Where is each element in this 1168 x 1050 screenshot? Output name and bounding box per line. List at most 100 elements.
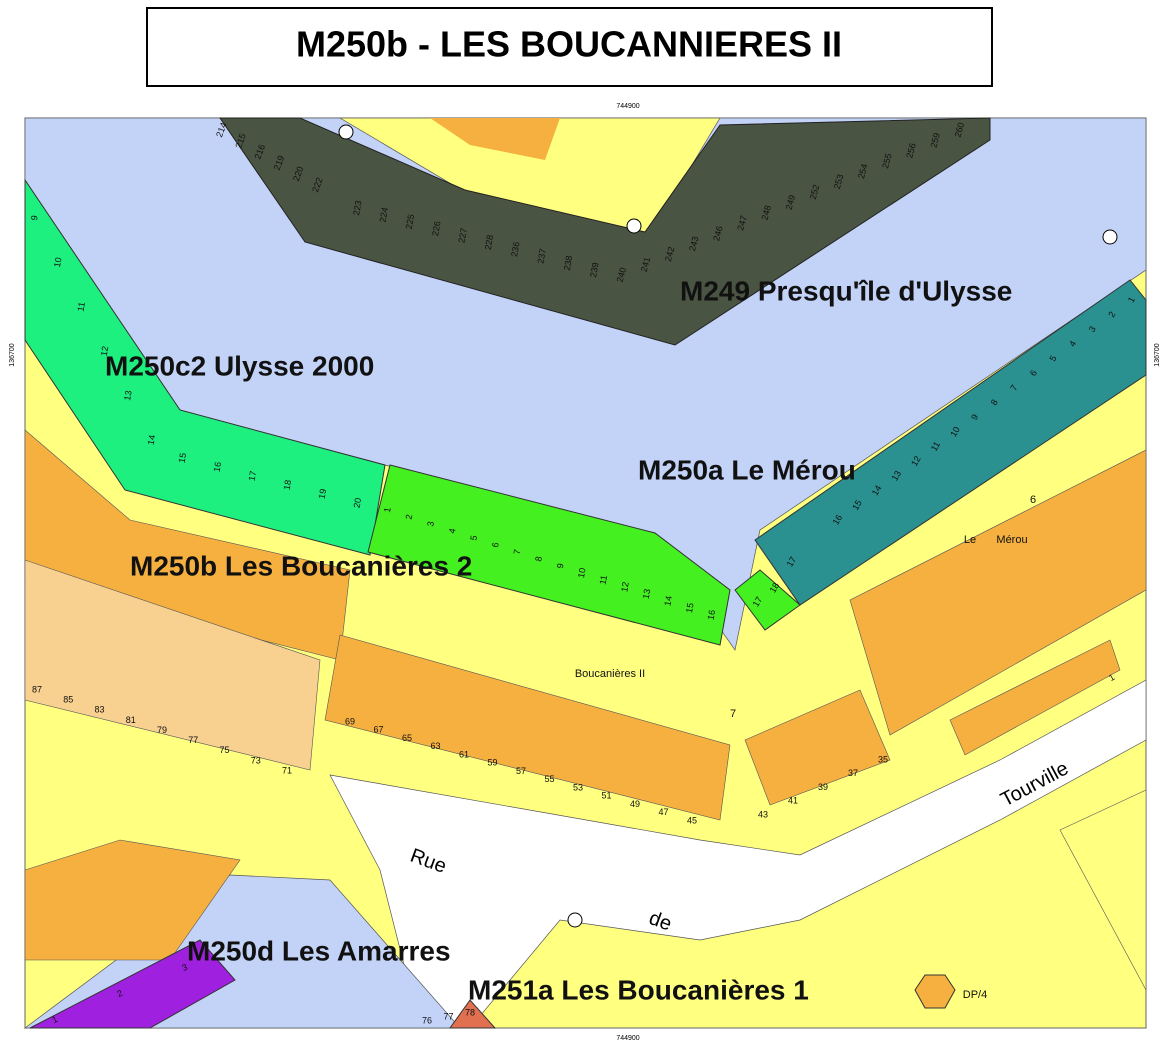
mooring-number: 246 (711, 225, 725, 242)
address-number: 63 (430, 741, 440, 751)
mooring-number: 3 (425, 521, 436, 528)
mooring-number: 2 (404, 514, 415, 521)
mooring-number: 6 (490, 542, 501, 549)
mooring-number: 14 (870, 484, 884, 498)
mooring-number: 11 (598, 574, 609, 585)
mooring-number: 252 (808, 183, 822, 200)
mooring-number: 259 (928, 132, 942, 149)
mooring-number: 2 (1106, 310, 1117, 319)
mooring-number: 17 (247, 470, 259, 482)
address-number: 83 (94, 705, 104, 715)
mooring-number: 3 (180, 962, 189, 973)
zone-label: M250c2 Ulysse 2000 (105, 350, 374, 381)
mooring-number: 15 (684, 602, 696, 614)
address-number: 1 (1107, 672, 1116, 683)
place-label: Le (964, 534, 976, 546)
mooring-number: 227 (456, 227, 468, 244)
building (24, 839, 241, 961)
mooring-number: 219 (272, 154, 287, 172)
marker (626, 218, 642, 234)
address-number: 45 (687, 815, 697, 825)
mooring-number: 12 (909, 454, 923, 468)
mooring-number: 18 (282, 479, 294, 491)
address-number: 51 (601, 791, 611, 801)
mooring-number: 4 (447, 528, 458, 535)
mooring-number: 228 (483, 234, 495, 251)
mooring-number: 12 (99, 345, 111, 357)
mooring-number: 220 (291, 165, 306, 183)
mooring-number: 1 (1126, 295, 1137, 304)
mooring-number: 225 (404, 213, 416, 230)
mooring-number: 243 (687, 235, 701, 252)
mooring-number: 10 (576, 567, 588, 579)
title-box (146, 7, 993, 87)
address-number: 47 (658, 807, 668, 817)
mooring-number: 13 (122, 390, 134, 402)
address-number: 61 (459, 749, 469, 759)
mooring-number: 8 (533, 556, 544, 563)
address-number: 69 (345, 716, 355, 726)
mooring-number: 248 (759, 204, 773, 221)
mooring-number: 222 (310, 176, 325, 194)
mooring-number: 14 (146, 434, 158, 446)
mooring-number: 241 (639, 256, 653, 273)
map-area (23, 117, 1147, 1029)
building (849, 449, 1147, 736)
mooring-number: 17 (751, 595, 765, 609)
mooring-number: 7 (512, 549, 523, 556)
mooring-number: 238 (562, 255, 574, 272)
legend-symbol (914, 974, 956, 1009)
mooring-number: 11 (75, 301, 86, 312)
mooring-number: 9 (555, 563, 566, 570)
mooring-number: 239 (588, 262, 600, 279)
mooring-number: 18 (768, 581, 782, 595)
mooring-number: 223 (351, 200, 363, 217)
title: M250b - LES BOUCANNIERES II (296, 24, 842, 65)
address-number: 49 (630, 799, 640, 809)
address-number: 75 (219, 745, 229, 755)
mooring-number: 5 (1047, 354, 1058, 363)
coordinate: 744900 (616, 1035, 639, 1042)
address-number: 55 (544, 774, 554, 784)
pontoon (29, 939, 236, 1029)
address-number: 57 (516, 766, 526, 776)
place-label: Mérou (996, 534, 1027, 546)
mooring-number: 240 (615, 266, 629, 283)
pontoon (449, 999, 497, 1029)
zone-label: M250a Le Mérou (638, 454, 856, 485)
pontoon (367, 464, 731, 646)
mooring-number: 16 (706, 609, 718, 621)
address-number: 53 (573, 782, 583, 792)
pontoon (219, 117, 991, 346)
mooring-number: 3 (1087, 324, 1098, 333)
address-number: 67 (373, 725, 383, 735)
marker (567, 912, 583, 928)
building (24, 429, 351, 661)
mooring-number: 15 (177, 452, 189, 464)
mooring-number: 20 (352, 497, 364, 509)
address-number: 43 (758, 809, 768, 819)
address-number: 73 (251, 755, 261, 765)
mooring-number: 7 (1008, 383, 1019, 392)
mooring-number: 253 (832, 173, 846, 190)
address-number: 41 (788, 796, 798, 806)
mooring-number: 10 (52, 256, 64, 268)
mooring-number: 249 (784, 194, 798, 211)
building (24, 559, 321, 771)
mooring-number: 17 (785, 555, 799, 569)
building (949, 639, 1121, 756)
mooring-number: 16 (831, 513, 845, 527)
mooring-number: 247 (735, 214, 749, 231)
mooring-number: 15 (850, 498, 864, 512)
mooring-number: 2 (115, 988, 124, 999)
mooring-number: 8 (989, 398, 1000, 407)
mooring-number: 4 (1067, 339, 1078, 348)
coordinate: 136700 (9, 343, 16, 366)
mooring-number: 78 (465, 1007, 475, 1017)
mooring-number: 216 (253, 143, 268, 161)
mooring-number: 236 (509, 241, 521, 258)
mooring-number: 255 (880, 152, 894, 169)
mooring-number: 224 (377, 207, 389, 224)
pontoon (24, 178, 386, 556)
